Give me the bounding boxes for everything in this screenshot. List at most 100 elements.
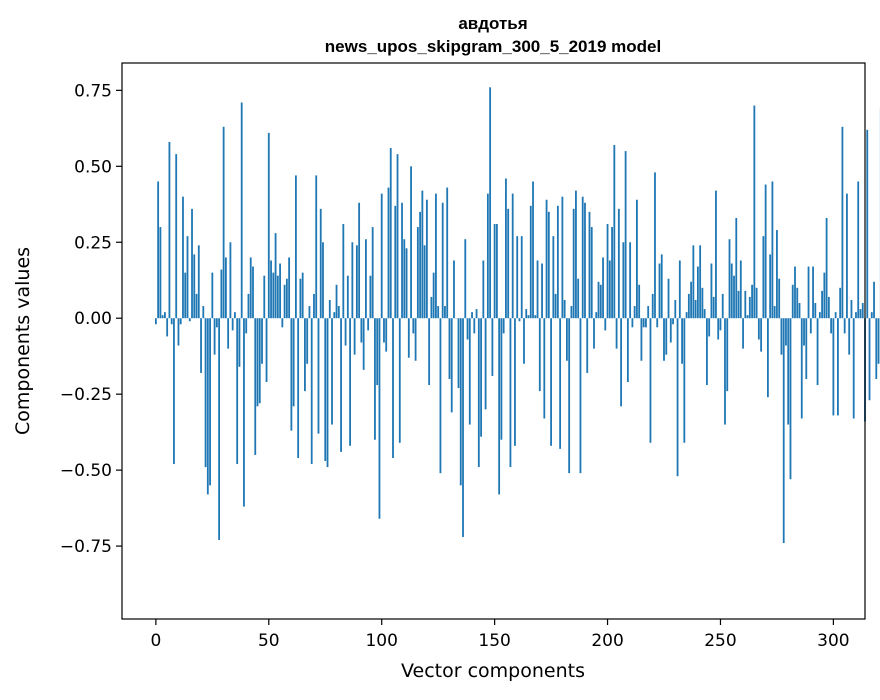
bar xyxy=(787,318,789,424)
bar xyxy=(523,318,525,364)
bar xyxy=(406,248,408,318)
bar xyxy=(266,318,268,382)
bar xyxy=(769,254,771,318)
bar xyxy=(218,318,220,540)
bar xyxy=(496,224,498,318)
bar xyxy=(731,264,733,319)
bar xyxy=(589,212,591,318)
bar xyxy=(309,306,311,318)
bar xyxy=(783,318,785,543)
bar xyxy=(318,318,320,433)
bar xyxy=(715,191,717,319)
bar xyxy=(166,318,168,336)
bar xyxy=(379,318,381,519)
bar xyxy=(663,318,665,361)
bar xyxy=(622,242,624,318)
bar xyxy=(559,318,561,449)
bar xyxy=(196,294,198,318)
bar xyxy=(722,294,724,318)
bar xyxy=(245,318,247,333)
bar xyxy=(367,318,369,330)
bar xyxy=(753,106,755,319)
bar xyxy=(760,318,762,351)
bar xyxy=(832,318,834,415)
bar xyxy=(875,318,877,379)
bar xyxy=(254,318,256,455)
bar xyxy=(356,245,358,318)
bar xyxy=(591,227,593,318)
y-tick-label: −0.50 xyxy=(60,461,112,481)
bar xyxy=(871,312,873,318)
bar xyxy=(175,154,177,318)
bar xyxy=(491,318,493,376)
bar xyxy=(654,172,656,318)
bar xyxy=(178,318,180,345)
bar xyxy=(239,318,241,367)
bar xyxy=(774,306,776,318)
bar xyxy=(530,206,532,318)
y-axis-label: Components values xyxy=(12,247,34,435)
bar xyxy=(706,318,708,385)
bar xyxy=(227,318,229,348)
bar xyxy=(842,127,844,318)
bar xyxy=(577,279,579,319)
bar xyxy=(331,318,333,424)
bar xyxy=(738,291,740,318)
bar xyxy=(672,318,674,324)
x-tick-label: 300 xyxy=(817,631,849,651)
bar xyxy=(162,315,164,318)
bar xyxy=(462,318,464,537)
bar xyxy=(214,318,216,354)
bar xyxy=(616,318,618,348)
bar xyxy=(248,294,250,318)
bar xyxy=(209,318,211,485)
bar xyxy=(290,318,292,430)
bar xyxy=(503,318,505,333)
bar xyxy=(561,197,563,319)
bar xyxy=(609,260,611,318)
bar xyxy=(742,318,744,348)
bar xyxy=(171,318,173,324)
bar xyxy=(645,318,647,327)
bar xyxy=(189,318,191,321)
bar xyxy=(539,318,541,391)
bar xyxy=(636,200,638,318)
bar xyxy=(347,276,349,319)
bar xyxy=(202,306,204,318)
bar xyxy=(394,206,396,318)
bar xyxy=(433,273,435,319)
bar xyxy=(866,130,868,318)
bar xyxy=(668,279,670,319)
bar xyxy=(365,239,367,318)
bar xyxy=(717,318,719,339)
bar xyxy=(546,200,548,318)
bar xyxy=(408,318,410,358)
bar xyxy=(397,154,399,318)
bar xyxy=(844,318,846,333)
bar xyxy=(744,291,746,318)
bar xyxy=(740,260,742,318)
bar xyxy=(670,318,672,342)
bar xyxy=(792,285,794,318)
bar xyxy=(327,318,329,467)
bar xyxy=(733,276,735,319)
y-tick-label: 0.25 xyxy=(74,233,112,253)
bar xyxy=(370,276,372,319)
bar xyxy=(735,218,737,318)
bar xyxy=(853,318,855,418)
bar xyxy=(805,318,807,379)
bar xyxy=(164,312,166,318)
bar xyxy=(595,312,597,318)
bar xyxy=(543,318,545,418)
bar xyxy=(157,181,159,318)
bar xyxy=(458,318,460,388)
bar xyxy=(713,297,715,318)
bar xyxy=(354,318,356,354)
bar xyxy=(207,318,209,494)
bar xyxy=(234,312,236,318)
bar xyxy=(857,181,859,318)
bar xyxy=(620,318,622,406)
bar xyxy=(460,318,462,485)
bar xyxy=(631,318,633,327)
bar xyxy=(627,318,629,382)
